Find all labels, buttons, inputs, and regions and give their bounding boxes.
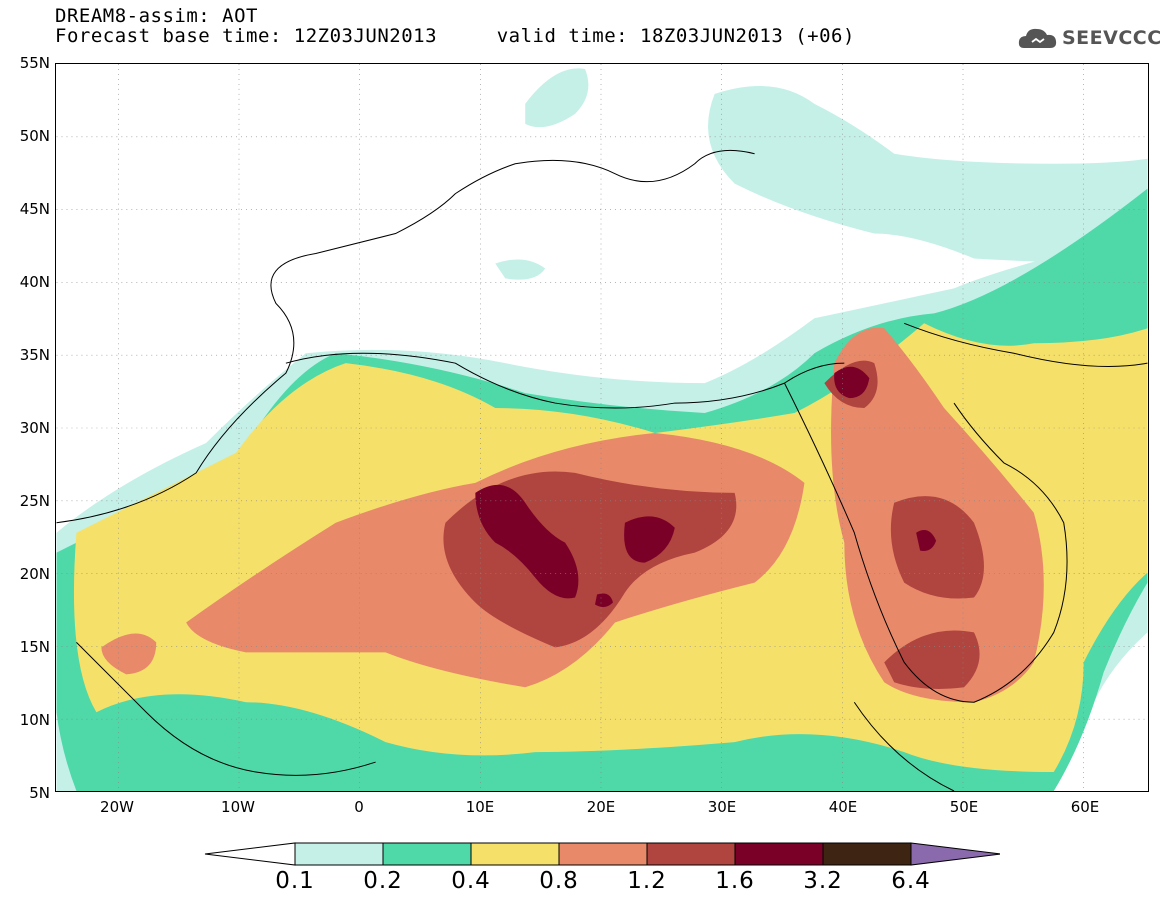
colorbar-segment <box>470 842 560 866</box>
colorbar-tick-label: 1.6 <box>715 868 755 894</box>
lat-label: 35N <box>19 346 50 364</box>
colorbar-tick-label: 0.4 <box>451 868 491 894</box>
colorbar-segment <box>294 842 384 866</box>
colorbar-segment <box>734 842 824 866</box>
colorbar-low-arrow <box>204 842 296 866</box>
lat-label: 45N <box>19 200 50 218</box>
colorbar-segment <box>558 842 648 866</box>
lat-label: 25N <box>19 492 50 510</box>
colorbar-tick-label: 1.2 <box>627 868 667 894</box>
colorbar-tick-label: 3.2 <box>803 868 843 894</box>
colorbar-tick-label: 0.2 <box>363 868 403 894</box>
colorbar-segment <box>646 842 736 866</box>
colorbar-tick-label: 0.8 <box>539 868 579 894</box>
colorbar-tick-label: 0.1 <box>275 868 315 894</box>
lat-label: 50N <box>19 127 50 145</box>
colorbar <box>204 842 1000 866</box>
lon-label: 20W <box>100 798 134 816</box>
lon-label: 50E <box>949 798 979 816</box>
lon-label: 0 <box>354 798 364 816</box>
colorbar-segment <box>822 842 912 866</box>
lat-label: 55N <box>19 54 50 72</box>
lat-label: 40N <box>19 273 50 291</box>
colorbar-tick-label: 6.4 <box>891 868 931 894</box>
map-title: DREAM8-assim: AOT <box>55 5 258 27</box>
colorbar-high-arrow <box>910 842 1000 866</box>
dust-aot-map <box>55 63 1149 792</box>
lat-label: 10N <box>19 711 50 729</box>
lat-label: 15N <box>19 638 50 656</box>
lat-label: 20N <box>19 565 50 583</box>
logo-text: SEEVCCC <box>1062 27 1162 49</box>
forecast-times: Forecast base time: 12Z03JUN2013 valid t… <box>55 25 855 47</box>
lon-label: 60E <box>1070 798 1100 816</box>
coastlines <box>56 149 1148 791</box>
contour-1.6 <box>475 366 937 608</box>
lon-label: 20E <box>586 798 616 816</box>
lon-label: 30E <box>707 798 737 816</box>
lon-label: 10W <box>221 798 255 816</box>
lat-label: 30N <box>19 419 50 437</box>
colorbar-segment <box>382 842 472 866</box>
lon-label: 40E <box>828 798 858 816</box>
cloud-logo-icon <box>1018 28 1057 48</box>
lon-label: 10E <box>465 798 495 816</box>
lat-label: 5N <box>29 784 50 802</box>
